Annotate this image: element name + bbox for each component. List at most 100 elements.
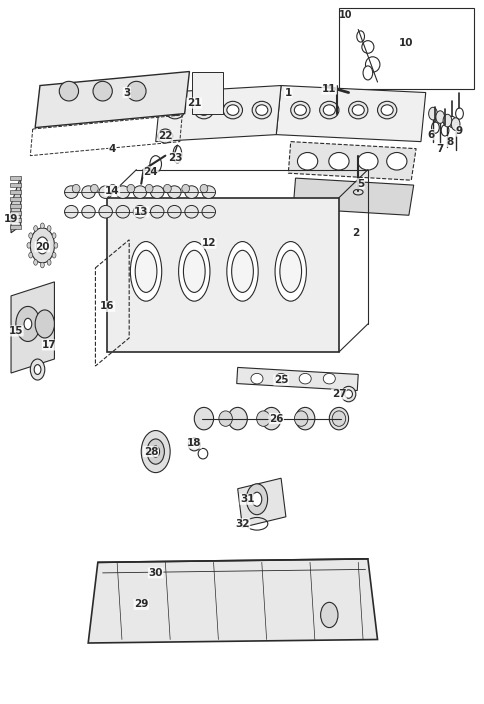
Text: 23: 23 [167,153,182,163]
Ellipse shape [182,184,189,193]
Circle shape [33,225,37,231]
Circle shape [147,439,164,464]
Polygon shape [276,85,425,142]
Text: 10: 10 [339,11,352,20]
Polygon shape [287,142,415,180]
Ellipse shape [299,373,311,384]
Circle shape [252,492,261,506]
Circle shape [442,114,451,127]
Circle shape [40,263,44,268]
Text: 8: 8 [445,137,453,146]
Circle shape [27,243,31,249]
Polygon shape [155,85,281,142]
Ellipse shape [184,186,198,199]
Ellipse shape [319,101,338,119]
Text: 1: 1 [284,87,291,98]
Bar [10,204,21,208]
Ellipse shape [227,105,239,115]
Circle shape [141,431,170,472]
Circle shape [356,31,364,42]
Text: 17: 17 [42,340,57,350]
Ellipse shape [59,82,78,101]
Text: 29: 29 [134,599,148,610]
Circle shape [47,260,51,265]
Ellipse shape [223,101,242,119]
Circle shape [363,66,372,80]
Text: 10: 10 [398,39,413,49]
Ellipse shape [323,373,334,384]
Text: 22: 22 [158,131,172,141]
Text: 32: 32 [235,519,249,529]
Ellipse shape [201,186,215,199]
Text: 19: 19 [4,214,18,224]
Circle shape [52,233,56,239]
Ellipse shape [133,206,147,218]
Bar [10,218,21,222]
Ellipse shape [82,186,95,199]
Circle shape [440,125,448,136]
Ellipse shape [130,241,161,301]
Circle shape [30,359,45,380]
Text: 18: 18 [187,438,201,448]
Ellipse shape [183,251,205,292]
Ellipse shape [127,184,135,193]
Ellipse shape [353,189,363,195]
Ellipse shape [218,411,232,427]
Polygon shape [35,72,189,127]
Ellipse shape [168,105,181,115]
Text: 24: 24 [143,167,158,177]
Ellipse shape [323,105,334,115]
Ellipse shape [99,206,112,218]
Circle shape [29,233,32,239]
Ellipse shape [91,184,98,193]
Ellipse shape [227,408,247,430]
Circle shape [34,365,41,375]
Ellipse shape [116,186,129,199]
Ellipse shape [290,101,309,119]
Ellipse shape [194,408,213,430]
Circle shape [36,237,48,254]
Circle shape [24,318,32,329]
Text: 16: 16 [100,301,115,311]
Circle shape [435,111,444,123]
Circle shape [246,484,267,515]
Text: 6: 6 [426,130,433,139]
Text: 27: 27 [331,389,346,399]
Ellipse shape [250,373,262,384]
Ellipse shape [255,105,267,115]
Ellipse shape [99,186,112,199]
Ellipse shape [297,153,317,170]
Text: 5: 5 [356,179,363,189]
Text: 9: 9 [455,126,462,136]
Circle shape [47,225,51,231]
Ellipse shape [133,186,147,199]
Ellipse shape [348,101,367,119]
Circle shape [54,243,58,249]
Polygon shape [11,282,54,373]
Ellipse shape [188,439,200,451]
Ellipse shape [163,184,171,193]
Ellipse shape [344,390,352,398]
Ellipse shape [184,206,198,218]
Text: 2: 2 [351,228,359,238]
Ellipse shape [126,82,146,101]
Ellipse shape [200,184,207,193]
Ellipse shape [377,101,396,119]
Circle shape [30,228,54,263]
Ellipse shape [158,129,172,143]
Circle shape [33,260,37,265]
Polygon shape [88,559,377,643]
Circle shape [451,118,459,130]
Ellipse shape [198,448,207,459]
Ellipse shape [165,101,184,119]
Bar [192,72,223,113]
Ellipse shape [227,241,257,301]
Ellipse shape [93,82,112,101]
Text: 3: 3 [123,87,130,98]
Ellipse shape [64,206,78,218]
Ellipse shape [341,386,355,402]
Text: 13: 13 [134,207,148,217]
Circle shape [431,122,439,133]
Text: 15: 15 [9,326,23,336]
Ellipse shape [108,184,116,193]
